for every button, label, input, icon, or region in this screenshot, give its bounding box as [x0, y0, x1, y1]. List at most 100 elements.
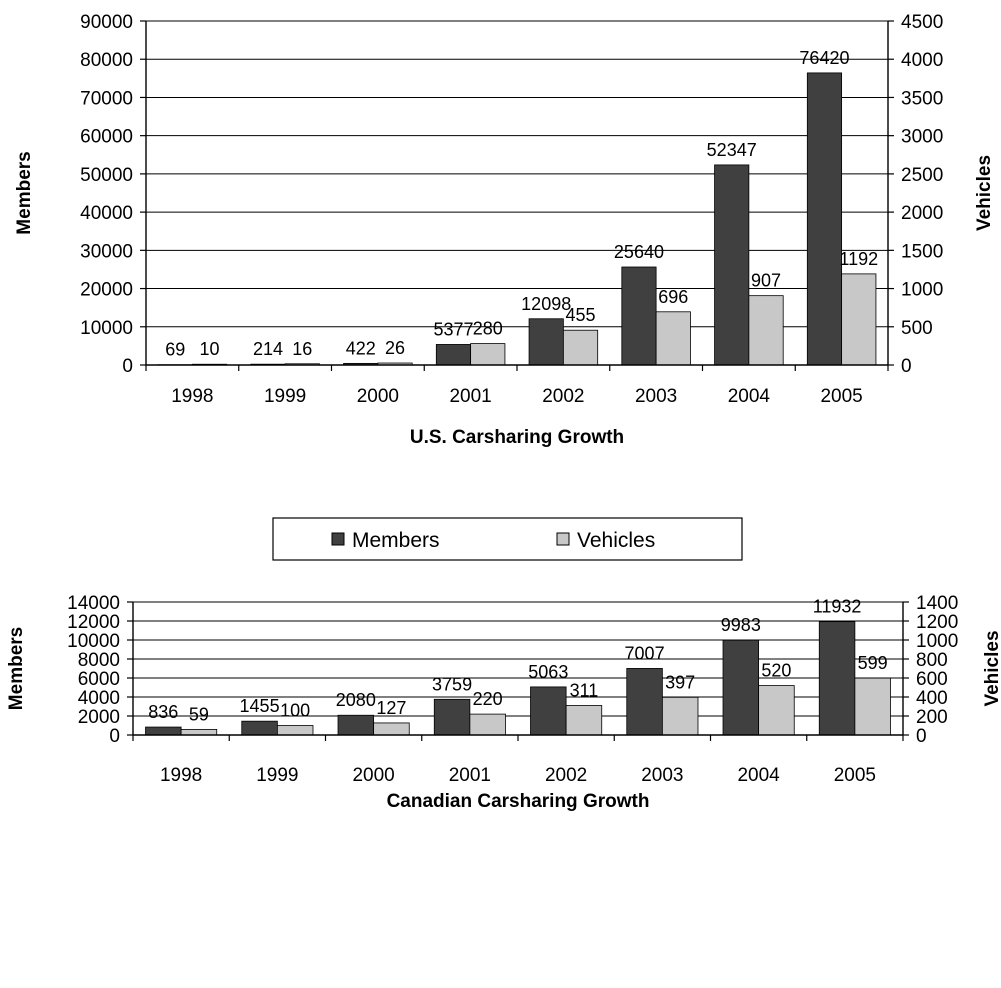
data-label-vehicles-1998: 10: [200, 339, 220, 359]
y-tick-label: 10000: [80, 318, 133, 339]
y2-tick-label: 1200: [916, 612, 958, 633]
data-label-vehicles-2001: 280: [473, 319, 503, 339]
y2-tick-label: 2000: [901, 203, 943, 224]
y-tick-label: 80000: [80, 50, 133, 71]
x-tick-label-1998: 1998: [160, 765, 202, 786]
y2-tick-label: 0: [916, 726, 927, 747]
legend: Members Vehicles: [273, 518, 742, 560]
y-tick-label: 70000: [80, 88, 133, 109]
y-tick-label: 20000: [80, 280, 133, 301]
bar-vehicles-2003: [656, 312, 690, 365]
data-label-members-1999: 1455: [240, 696, 280, 716]
bar-members-2003: [622, 267, 656, 365]
x-tick-label-1999: 1999: [256, 765, 298, 786]
data-label-members-2004: 9983: [721, 615, 761, 635]
x-tick-label-2005: 2005: [834, 765, 876, 786]
bar-members-2002: [529, 319, 563, 365]
x-tick-label-2000: 2000: [352, 765, 394, 786]
y-tick-label: 30000: [80, 241, 133, 262]
y2-tick-label: 1400: [916, 593, 958, 614]
x-tick-label-2003: 2003: [641, 765, 683, 786]
y2-tick-label: 0: [901, 356, 912, 377]
x-tick-label-1998: 1998: [171, 386, 213, 407]
y-axis-title: Members: [6, 627, 27, 710]
bar-vehicles-1998: [181, 729, 217, 735]
data-label-vehicles-2005: 599: [858, 653, 888, 673]
x-tick-label-2002: 2002: [545, 765, 587, 786]
y2-tick-label: 200: [916, 707, 948, 728]
y-tick-label: 12000: [67, 612, 120, 633]
y-tick-label: 10000: [67, 631, 120, 652]
y-tick-label: 40000: [80, 203, 133, 224]
bar-members-2005: [807, 73, 841, 365]
data-label-members-2001: 5377: [433, 319, 473, 339]
y2-tick-label: 1000: [916, 631, 958, 652]
y-tick-label: 4000: [78, 688, 120, 709]
y-tick-label: 0: [109, 726, 120, 747]
bar-members-2004: [715, 165, 749, 365]
data-label-members-1999: 214: [253, 339, 283, 359]
y-tick-label: 90000: [80, 12, 133, 33]
y-tick-label: 6000: [78, 669, 120, 690]
data-label-members-2004: 52347: [707, 140, 757, 160]
data-label-vehicles-2003: 696: [658, 287, 688, 307]
data-label-vehicles-2000: 127: [376, 698, 406, 718]
y2-tick-label: 3000: [901, 127, 943, 148]
bar-vehicles-2003: [662, 697, 698, 735]
bar-members-2001: [434, 699, 470, 735]
data-label-members-2003: 7007: [625, 643, 665, 663]
bar-members-2004: [723, 640, 759, 735]
y2-tick-label: 2500: [901, 165, 943, 186]
data-label-vehicles-2004: 907: [751, 271, 781, 291]
bar-vehicles-2002: [563, 330, 597, 365]
y-tick-label: 14000: [67, 593, 120, 614]
bar-vehicles-2001: [471, 344, 505, 365]
data-label-members-1998: 69: [165, 340, 185, 360]
y2-tick-label: 3500: [901, 88, 943, 109]
y-tick-label: 60000: [80, 127, 133, 148]
bar-vehicles-2004: [749, 296, 783, 365]
bar-vehicles-2005: [855, 678, 891, 735]
data-label-vehicles-2003: 397: [665, 672, 695, 692]
legend-swatch-vehicles: [557, 533, 569, 545]
x-tick-label-2004: 2004: [728, 386, 771, 407]
x-tick-label-2003: 2003: [635, 386, 677, 407]
y-tick-label: 2000: [78, 707, 120, 728]
bar-members-2000: [338, 715, 374, 735]
bar-vehicles-2005: [842, 274, 876, 365]
chart-title: U.S. Carsharing Growth: [410, 427, 624, 448]
legend-swatch-members: [332, 533, 344, 545]
bar-members-1999: [242, 721, 278, 735]
bar-members-2005: [819, 622, 855, 735]
y-tick-label: 8000: [78, 650, 120, 671]
data-label-vehicles-2002: 311: [570, 680, 599, 700]
x-tick-label-2002: 2002: [542, 386, 584, 407]
data-label-members-2005: 11932: [813, 597, 862, 617]
bar-members-1998: [146, 727, 182, 735]
y-tick-label: 0: [122, 356, 133, 377]
bar-vehicles-2004: [759, 686, 795, 735]
x-tick-label-2004: 2004: [737, 765, 780, 786]
y2-axis-title: Vehicles: [982, 630, 1001, 706]
bar-members-2001: [436, 344, 470, 365]
bar-vehicles-2000: [374, 723, 410, 735]
x-tick-label-2001: 2001: [449, 765, 491, 786]
data-label-members-2003: 25640: [614, 242, 664, 262]
y2-tick-label: 400: [916, 688, 948, 709]
data-label-members-2005: 76420: [799, 48, 849, 68]
bar-vehicles-2002: [566, 705, 602, 735]
y2-tick-label: 1500: [901, 241, 943, 262]
data-label-vehicles-2000: 26: [385, 338, 405, 358]
data-label-members-2002: 5063: [528, 662, 568, 682]
us-carsharing-chart: 0100002000030000400005000060000700008000…: [14, 12, 995, 448]
bar-members-2002: [531, 687, 567, 735]
data-label-members-2000: 2080: [336, 690, 376, 710]
chart-title: Canadian Carsharing Growth: [387, 791, 650, 812]
bar-vehicles-1999: [277, 726, 313, 736]
y2-tick-label: 4500: [901, 12, 943, 33]
bar-members-2003: [627, 668, 663, 735]
y-axis-title: Members: [14, 151, 35, 234]
data-label-vehicles-2002: 455: [566, 305, 596, 325]
y2-axis-title: Vehicles: [974, 155, 995, 231]
